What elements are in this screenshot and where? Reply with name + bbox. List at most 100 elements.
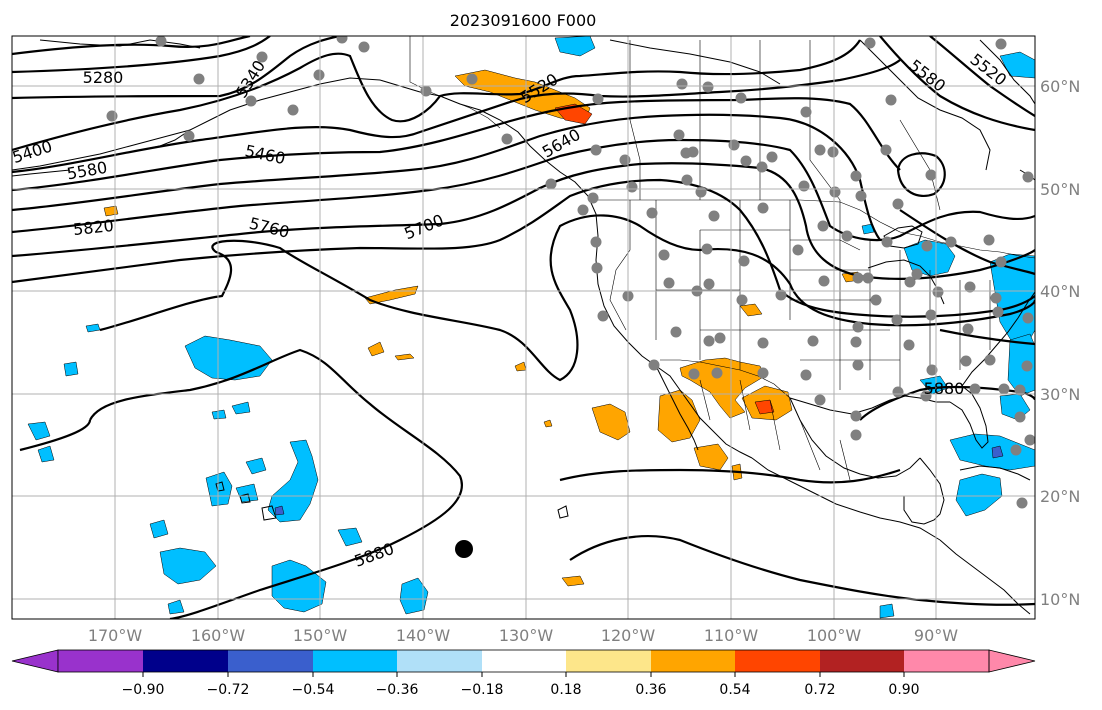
colorbar-segment — [735, 650, 820, 672]
colorbar-segment — [228, 650, 313, 672]
latitude-label: 60°N — [1040, 77, 1080, 96]
revillagigedo — [557, 505, 569, 519]
colorbar-segment — [482, 650, 566, 672]
station-dot — [892, 386, 904, 398]
colorbar-tick-label: −0.36 — [376, 682, 419, 698]
station-dot — [676, 78, 688, 90]
colorbar-tick-label: 0.18 — [550, 682, 581, 698]
alaska-north — [39, 39, 201, 49]
station-dot — [687, 146, 699, 158]
station-dot — [945, 236, 957, 248]
station-dot — [1014, 411, 1026, 423]
positive-region — [754, 399, 775, 415]
positive-region — [561, 575, 585, 587]
gridlines — [12, 36, 1035, 619]
station-dot — [775, 289, 787, 301]
station-dot — [881, 236, 893, 248]
latitude-labels: 60°N 50°N 40°N 30°N 20°N 10°N — [1040, 77, 1080, 609]
colorbar-tick-label: 0.36 — [635, 682, 666, 698]
positive-region — [543, 419, 553, 428]
positive-region — [367, 341, 385, 357]
longitude-label: 150°W — [293, 626, 348, 645]
contour-5580 — [12, 113, 881, 241]
station-dot — [885, 94, 897, 106]
east-coast — [961, 291, 1035, 387]
canada-east — [979, 39, 1035, 105]
negative-region — [27, 421, 51, 441]
hawaii-2 — [239, 493, 251, 504]
station-dot — [587, 192, 599, 204]
hawaii-1 — [215, 481, 225, 492]
cyclone-marker — [455, 540, 473, 558]
longitude-label: 140°W — [396, 626, 451, 645]
contour-5400 — [12, 39, 861, 152]
station-dot — [862, 272, 874, 284]
station-dot — [964, 281, 976, 293]
negative-region — [274, 505, 285, 516]
hawaii-3 — [261, 505, 277, 521]
station-dot — [852, 321, 864, 333]
colorbar-segment — [566, 650, 651, 672]
longitude-label: 160°W — [191, 626, 246, 645]
us-mexico-border — [660, 359, 791, 399]
negative-region — [991, 445, 1004, 459]
alaska-canada-border — [409, 36, 501, 129]
station-dot — [670, 326, 682, 338]
station-dot — [960, 355, 972, 367]
negative-region — [231, 401, 251, 415]
station-dot — [106, 110, 118, 122]
station-dot — [703, 278, 715, 290]
station-dot — [619, 154, 631, 166]
station-dot — [984, 354, 996, 366]
station-dot — [708, 210, 720, 222]
colorbar-segment — [143, 650, 228, 672]
negative-region — [63, 361, 79, 377]
negative-region — [879, 603, 895, 619]
political-borders — [409, 36, 1035, 481]
negative-region — [337, 527, 363, 547]
station-dot — [855, 190, 867, 202]
station-dot — [992, 306, 1004, 318]
station-dot — [711, 367, 723, 379]
contour-5880 — [89, 348, 463, 619]
station-dot — [358, 41, 370, 53]
station-dot — [766, 151, 778, 163]
contour-5700 — [12, 162, 1035, 280]
map-frame — [11, 35, 1036, 620]
station-dot — [626, 181, 638, 193]
longitude-label: 110°W — [704, 626, 759, 645]
negative-region — [167, 599, 185, 615]
station-dot — [1024, 434, 1035, 446]
longitude-label: 130°W — [499, 626, 554, 645]
contour-5880-south — [569, 534, 1035, 606]
colorbar-min-extension — [11, 649, 59, 673]
height-contours — [12, 36, 1035, 619]
contour-5580-ne — [879, 36, 1035, 132]
negative-region — [1007, 333, 1035, 397]
station-dot — [590, 144, 602, 156]
station-dot — [728, 139, 740, 151]
station-dot — [990, 292, 1002, 304]
contour-5340 — [12, 36, 341, 100]
colorbar-segment — [820, 650, 904, 672]
station-dot — [703, 335, 715, 347]
station-dot — [466, 73, 478, 85]
station-dot — [880, 144, 892, 156]
station-dot — [591, 262, 603, 274]
contour-5460 — [12, 59, 901, 174]
station-dot — [577, 204, 589, 216]
station-dot — [313, 69, 325, 81]
station-dot — [870, 294, 882, 306]
station-dot — [852, 272, 864, 284]
contour-5640 — [12, 138, 1035, 242]
station-dot — [155, 36, 167, 47]
mexico-pacific-coast — [751, 457, 941, 541]
station-dot — [850, 336, 862, 348]
negative-region — [955, 473, 1003, 517]
station-dot — [925, 309, 937, 321]
aleutians — [12, 169, 71, 177]
station-dot — [695, 186, 707, 198]
station-dot — [597, 310, 609, 322]
station-dot — [714, 332, 726, 344]
